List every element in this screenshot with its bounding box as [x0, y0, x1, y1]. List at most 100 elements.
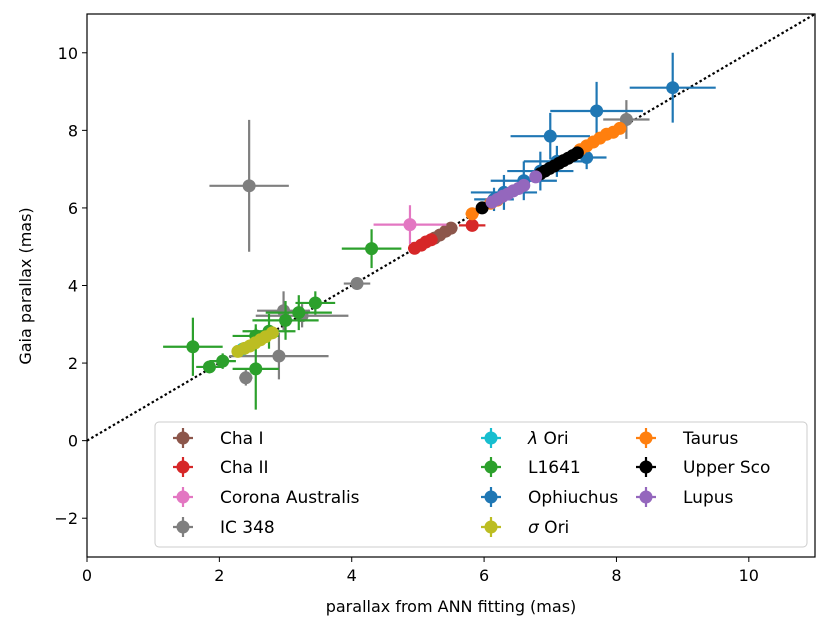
legend-label-text: Cha I: [220, 429, 263, 449]
legend-label-symbol: λ: [527, 429, 538, 449]
legend-item: λ Ori: [481, 428, 569, 449]
x-axis-label: parallax from ANN fitting (mas): [326, 597, 577, 616]
data-point: [475, 201, 489, 215]
x-tick-label: 8: [611, 566, 621, 585]
legend-frame: [154, 421, 808, 548]
data-point: [403, 218, 417, 232]
data-point: [543, 129, 557, 143]
legend-item: Cha I: [173, 428, 263, 449]
legend-item: Cha II: [173, 457, 269, 478]
legend-label: Ophiuchus: [528, 488, 618, 508]
data-point: [570, 146, 584, 160]
legend-label-text: Ophiuchus: [528, 488, 618, 508]
legend-label: Cha I: [220, 429, 263, 449]
legend-marker: [484, 490, 498, 504]
legend-label: Taurus: [682, 429, 739, 449]
legend-item: Lupus: [636, 487, 734, 508]
legend-label-text: Upper Sco: [683, 458, 770, 478]
x-tick-label: 4: [347, 566, 357, 585]
x-tick-label: 0: [82, 566, 92, 585]
data-point: [529, 170, 543, 184]
data-point: [249, 362, 263, 376]
data-point: [350, 277, 364, 291]
series-lupus: [485, 170, 543, 209]
legend-label-text: Corona Australis: [220, 488, 360, 508]
legend-marker: [484, 431, 498, 445]
legend-item: Ophiuchus: [481, 487, 618, 508]
legend-item: Taurus: [636, 428, 739, 449]
legend-label-symbol: σ: [528, 518, 540, 538]
legend-label-text: L1641: [528, 458, 581, 478]
data-point: [517, 178, 531, 192]
y-tick-label: 10: [58, 44, 78, 63]
legend-marker: [484, 460, 498, 474]
y-tick-label: 4: [68, 277, 78, 296]
legend: Cha I Cha II Corona Australis IC 348 λ Ori L1…: [154, 421, 808, 548]
legend-marker: [176, 431, 190, 445]
legend-label: Lupus: [683, 488, 734, 508]
data-point: [465, 207, 479, 221]
legend-item: Upper Sco: [636, 457, 770, 478]
legend-item: Corona Australis: [173, 487, 360, 508]
data-point: [365, 242, 379, 256]
y-axis-label: Gaia parallax (mas): [16, 207, 35, 364]
data-point: [619, 112, 633, 126]
legend-label: Cha II: [220, 458, 269, 478]
data-point: [444, 221, 458, 235]
data-point: [424, 233, 438, 247]
legend-marker: [176, 490, 190, 504]
data-point: [590, 104, 604, 118]
legend-item: σ Ori: [481, 517, 569, 538]
legend-label-text: IC 348: [220, 518, 275, 538]
data-point: [202, 360, 216, 374]
legend-label-text: Taurus: [682, 429, 739, 449]
y-axis-ticks: −2 0 2 4 6 8 10: [54, 44, 87, 528]
data-point: [292, 306, 306, 320]
data-point: [265, 326, 279, 340]
x-axis-ticks: 0 2 4 6 8 10: [82, 557, 759, 585]
legend-marker: [639, 460, 653, 474]
data-point: [279, 313, 293, 327]
legend-marker: [484, 520, 498, 534]
legend-label: σ Ori: [528, 518, 569, 538]
series-upper-sco: [475, 146, 584, 215]
legend-label-text: Cha II: [220, 458, 269, 478]
data-point: [239, 371, 253, 385]
y-tick-label: −2: [54, 509, 78, 528]
data-point: [277, 304, 291, 318]
legend-marker: [176, 460, 190, 474]
data-point: [308, 296, 322, 310]
data-point: [613, 121, 627, 135]
legend-label: IC 348: [220, 518, 275, 538]
series-ic-348: [209, 100, 650, 386]
y-tick-label: 0: [68, 432, 78, 451]
data-point: [666, 81, 680, 95]
series-ophiuchus: [470, 52, 716, 212]
series-ori-sigma: [231, 326, 279, 358]
legend-label-text: Ori: [539, 518, 570, 538]
data-point: [465, 218, 479, 232]
x-tick-label: 2: [214, 566, 224, 585]
legend-marker: [639, 490, 653, 504]
legend-item: IC 348: [173, 517, 275, 538]
legend-label: L1641: [528, 458, 581, 478]
legend-label-text: Ori: [538, 429, 569, 449]
y-tick-label: 6: [68, 199, 78, 218]
legend-label: Corona Australis: [220, 488, 360, 508]
legend-label-text: Lupus: [683, 488, 734, 508]
data-point: [272, 349, 286, 363]
plot-area: [87, 14, 815, 442]
data-point: [242, 179, 256, 193]
series-l1641: [163, 229, 402, 410]
x-tick-label: 6: [479, 566, 489, 585]
series-cha-ii: [407, 218, 486, 255]
series-corona-australis: [373, 205, 447, 244]
y-tick-label: 8: [68, 121, 78, 140]
data-point: [216, 354, 230, 368]
x-tick-label: 10: [739, 566, 759, 585]
legend-marker: [176, 520, 190, 534]
legend-label: Upper Sco: [683, 458, 770, 478]
data-point: [186, 340, 200, 354]
legend-label: λ Ori: [527, 429, 569, 449]
